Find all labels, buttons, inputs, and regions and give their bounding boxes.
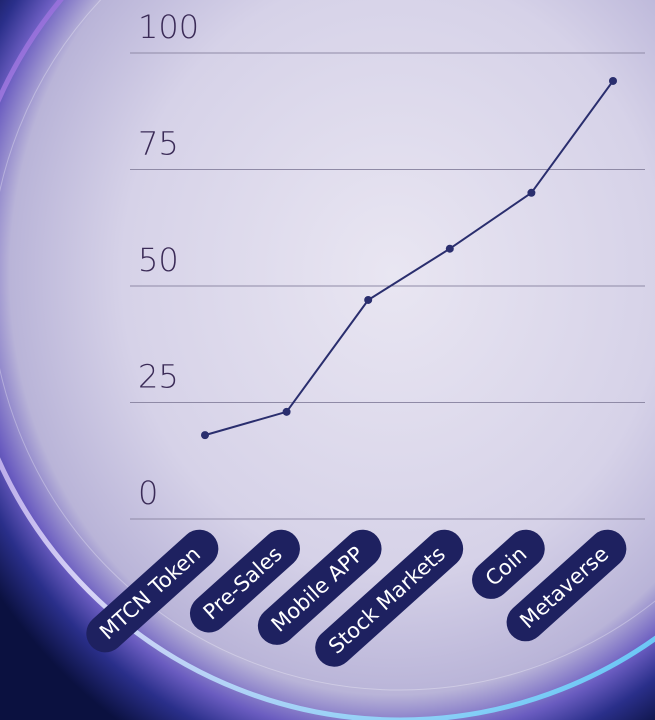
y-tick-label: 0 [138,474,158,512]
y-tick-label: 100 [138,8,199,46]
pill-background [506,529,627,642]
portal-inner-ring [0,0,655,691]
y-tick-label: 50 [138,241,179,279]
pill-background [257,529,382,645]
y-tick-label: 75 [138,125,179,163]
pill-background [189,529,300,633]
pill-background [86,529,219,653]
data-point [364,295,373,304]
pill-background [472,529,545,599]
y-tick-label: 25 [138,358,179,396]
data-line [204,80,614,437]
pill-background [315,529,464,667]
data-point [527,188,536,197]
data-point [445,244,454,253]
data-point [609,76,617,85]
data-point [282,407,291,416]
data-point [201,431,209,440]
